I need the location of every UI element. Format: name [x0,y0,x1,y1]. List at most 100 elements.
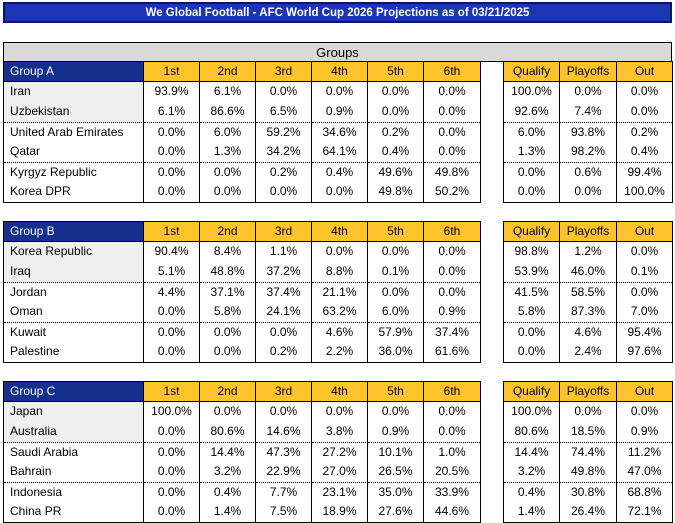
position-cell: 100.0% [144,402,200,422]
outcome-cell: 0.0% [630,104,659,118]
position-cell: 2.2% [312,342,368,362]
position-cell: 5.1% [144,262,200,282]
team-name-cell: Jordan [4,282,144,302]
outcome-header: Playoffs [560,222,617,242]
outcome-cell: 0.0% [630,244,659,258]
position-cell: 37.4% [424,322,480,342]
outcome-cell: 4.6% [560,322,617,342]
position-cell: 49.8% [368,182,424,202]
position-cell: 6.0% [368,302,424,322]
position-cell: 0.0% [438,104,466,118]
outcome-cell: 100.0% [504,402,560,422]
outcome-cell: 98.2% [560,142,617,162]
outcome-header: Qualify [504,222,560,242]
outcome-cell: 93.8% [560,122,617,142]
outcome-cell: 68.8% [617,482,672,502]
team-name-cell: Korea Republic [4,242,144,262]
position-cell: 0.0% [200,322,256,342]
outcome-header: Playoffs [560,382,617,402]
team-name-cell: China PR [4,502,144,522]
position-header: 3rd [256,382,312,402]
position-cell: 0.0% [144,462,200,482]
outcome-cell: 3.2% [504,462,560,482]
position-cell: 0.0% [144,502,200,522]
position-header: 2nd [200,222,256,242]
outcome-cell: 30.8% [560,482,617,502]
outcome-header: Qualify [504,382,560,402]
outcome-cell: 53.9% [504,262,560,282]
position-header: 5th [368,382,424,402]
outcome-cell: 98.8% [504,242,560,262]
position-cell: 0.0% [256,322,312,342]
position-cell: 0.0% [438,404,466,418]
team-name-cell: Palestine [4,342,144,362]
position-cell: 33.9% [424,482,480,502]
outcome-header: Out [617,382,672,402]
position-cell: 0.0% [368,242,424,262]
outcome-cell: 0.1% [630,264,659,278]
position-cell: 0.0% [368,402,424,422]
position-cell: 6.1% [200,82,256,102]
outcome-header: Qualify [504,62,560,82]
position-header: 4th [312,382,368,402]
position-cell: 0.0% [144,122,200,142]
position-cell: 0.0% [200,342,256,362]
outcome-cell: 97.6% [627,344,662,358]
group-a-positions-table: Group A 1st 2nd 3rd 4th 5th 6th Iran 93.9% 6.1% 0.… [3,61,481,203]
outcome-cell: 0.0% [560,182,617,202]
position-cell: 37.1% [200,282,256,302]
outcome-cell: 0.0% [504,322,560,342]
position-header: 1st [144,62,200,82]
position-header: 6th [424,62,480,82]
group-name-cell: Group A [4,62,144,82]
title-bar: We Global Football - AFC World Cup 2026 … [3,2,672,23]
outcome-cell: 14.4% [504,442,560,462]
position-cell: 18.9% [312,502,368,522]
position-header: 1st [144,222,200,242]
position-cell: 24.1% [256,302,312,322]
outcome-cell: 0.0% [630,84,659,98]
outcome-cell: 58.5% [560,282,617,302]
outcome-header: Out [617,222,672,242]
position-cell: 0.0% [144,182,200,202]
position-cell: 0.0% [256,182,312,202]
position-cell: 0.2% [368,122,424,142]
position-cell: 37.2% [256,262,312,282]
position-cell: 0.0% [144,442,200,462]
team-name-cell: Japan [4,402,144,422]
outcome-cell: 100.0% [504,82,560,102]
team-name-cell: United Arab Emirates [4,122,144,142]
position-header: 4th [312,222,368,242]
team-name-cell: Iran [4,82,144,102]
position-cell: 0.0% [424,282,480,302]
team-name-cell: Kyrgyz Republic [4,162,144,182]
outcome-cell: 6.0% [504,122,560,142]
outcome-cell: 95.4% [617,322,672,342]
outcome-cell: 18.5% [560,422,617,442]
outcome-cell: 0.0% [504,342,560,362]
outcome-cell: 41.5% [504,282,560,302]
outcome-cell: 0.9% [630,424,659,438]
position-header: 6th [424,382,480,402]
outcome-cell: 0.0% [630,404,659,418]
position-header: 4th [312,62,368,82]
position-cell: 63.2% [312,302,368,322]
position-cell: 0.0% [144,422,200,442]
team-name-cell: Kuwait [4,322,144,342]
group-name-cell: Group B [4,222,144,242]
position-cell: 0.0% [200,402,256,422]
team-name-cell: Uzbekistan [4,102,144,122]
position-cell: 23.1% [312,482,368,502]
position-cell: 3.2% [200,462,256,482]
position-cell: 0.0% [200,182,256,202]
groups-banner: Groups [3,42,672,62]
outcome-cell: 0.0% [560,82,617,102]
position-cell: 5.8% [200,302,256,322]
position-cell: 1.3% [200,142,256,162]
team-name-cell: Saudi Arabia [4,442,144,462]
position-cell: 0.0% [144,482,200,502]
position-cell: 90.4% [144,242,200,262]
outcome-cell: 74.4% [560,442,617,462]
position-cell: 0.0% [256,402,312,422]
position-cell: 7.5% [256,502,312,522]
